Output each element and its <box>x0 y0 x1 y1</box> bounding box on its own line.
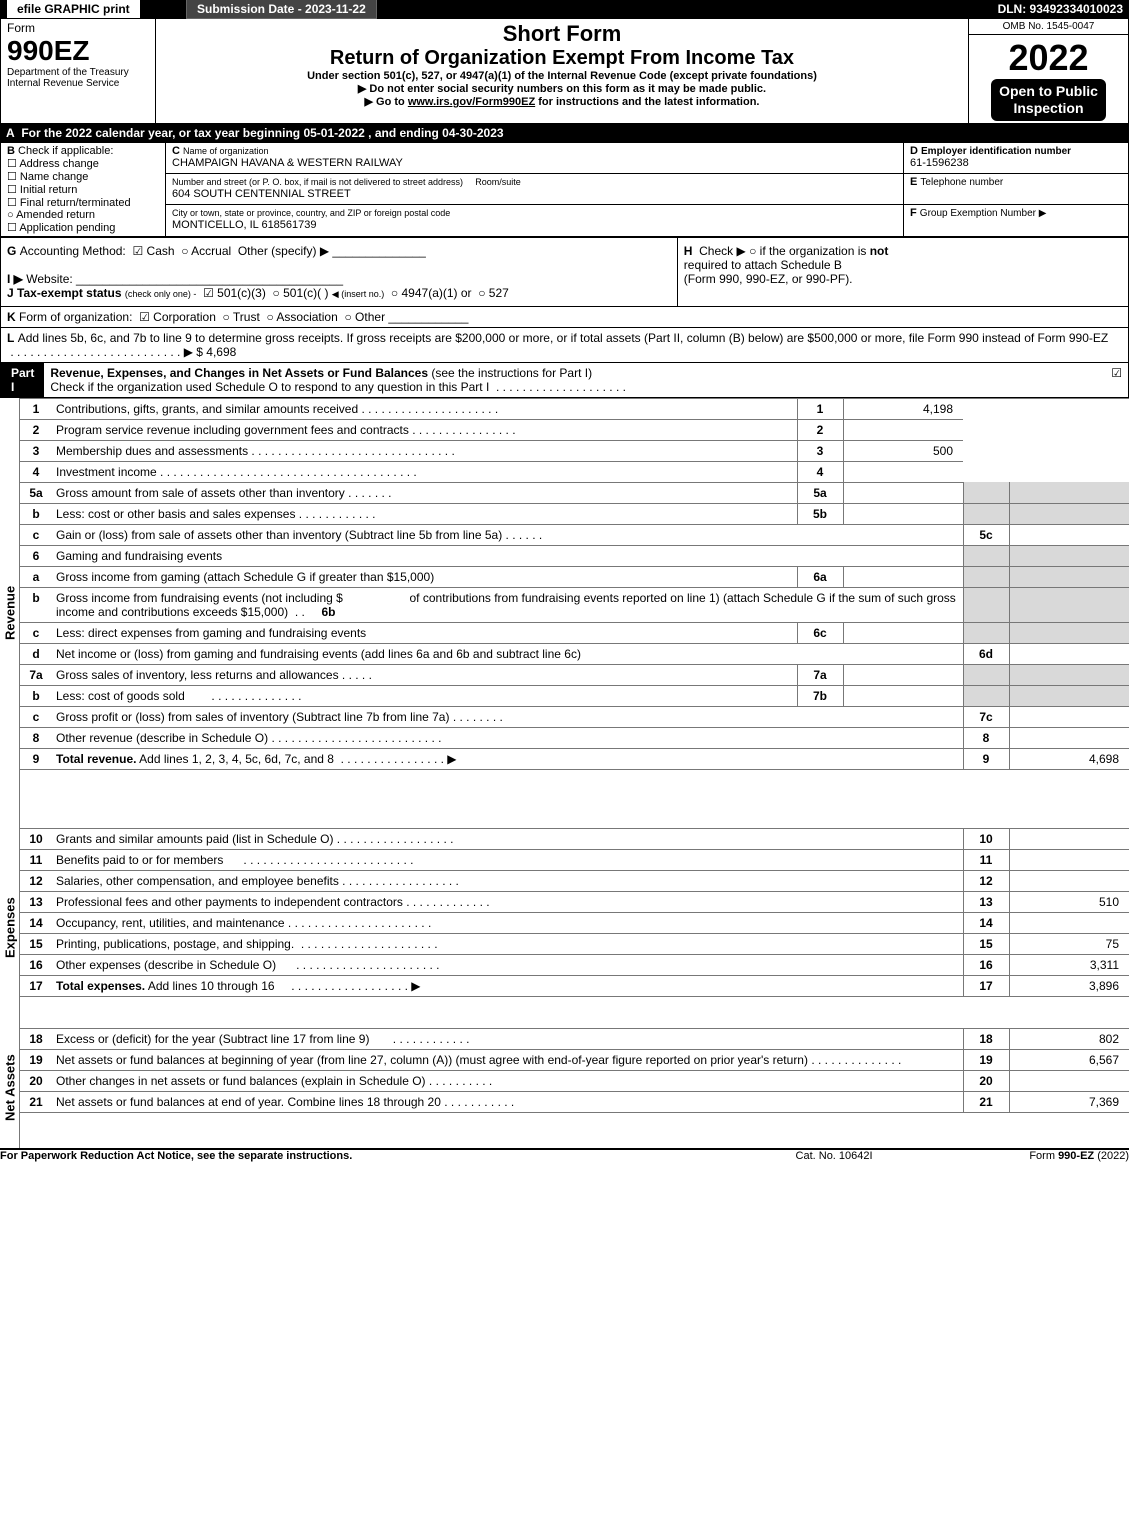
chk-final-return[interactable]: Final return/terminated <box>7 197 131 209</box>
part1-note: (see the instructions for Part I) <box>431 366 592 380</box>
chk-name-change[interactable]: Name change <box>7 171 88 183</box>
h-t4: (Form 990, 990-EZ, or 990-PF). <box>684 272 853 286</box>
j-note: (check only one) - <box>125 289 197 299</box>
k-association[interactable]: Association <box>266 310 337 324</box>
efile-print-btn[interactable]: efile GRAPHIC print <box>6 0 141 19</box>
h-t3: required to attach Schedule B <box>684 258 842 272</box>
g-label: Accounting Method: <box>20 244 126 258</box>
expenses-ledger: 10Grants and similar amounts paid (list … <box>20 828 1129 997</box>
footer-form-no: 990-EZ <box>1058 1150 1094 1162</box>
revenue-side-label: Revenue <box>0 398 20 828</box>
e-label: Telephone number <box>920 177 1003 188</box>
k-corporation[interactable]: Corporation <box>139 310 216 324</box>
h-check: Check <box>699 244 733 258</box>
j-4947[interactable]: 4947(a)(1) or <box>391 286 472 300</box>
form-number: 990EZ <box>7 35 149 67</box>
revenue-ledger: 1Contributions, gifts, grants, and simil… <box>20 398 1129 770</box>
line17-value: 3,896 <box>1009 975 1129 996</box>
j-527[interactable]: 527 <box>478 286 509 300</box>
subtitle: Under section 501(c), 527, or 4947(a)(1)… <box>162 70 962 82</box>
line13-value: 510 <box>1009 891 1129 912</box>
line15-value: 75 <box>1009 933 1129 954</box>
line-l: L Add lines 5b, 6c, and 7b to line 9 to … <box>0 328 1129 363</box>
omb: OMB No. 1545-0047 <box>969 19 1129 35</box>
g-accrual[interactable]: Accrual <box>181 244 231 258</box>
page-footer: For Paperwork Reduction Act Notice, see … <box>0 1148 1129 1162</box>
submission-date-btn: Submission Date - 2023-11-22 <box>186 0 377 19</box>
city-label: City or town, state or province, country… <box>172 208 450 218</box>
j-insert: (insert no.) <box>332 289 384 299</box>
chk-address-change[interactable]: Address change <box>7 158 99 170</box>
expenses-side-label: Expenses <box>0 828 20 1028</box>
topbar: efile GRAPHIC print Submission Date - 20… <box>0 0 1129 18</box>
j-label: Tax-exempt status <box>17 286 121 300</box>
g-other[interactable]: Other (specify) <box>238 244 329 258</box>
f-label: Group Exemption Number <box>920 208 1047 219</box>
j-501c[interactable]: 501(c)( ) <box>273 286 329 300</box>
org-info: B Check if applicable: Address change Na… <box>0 142 1129 237</box>
part1-check-text: Check if the organization used Schedule … <box>50 380 489 394</box>
b-label: Check if applicable: <box>18 145 113 157</box>
line-k: K Form of organization: Corporation Trus… <box>0 307 1129 328</box>
part1-title: Revenue, Expenses, and Changes in Net As… <box>50 366 428 380</box>
room-label: Room/suite <box>475 177 521 187</box>
c-label: Name of organization <box>183 146 269 156</box>
goto-post: for instructions and the latest informat… <box>538 96 759 108</box>
line16-value: 3,311 <box>1009 954 1129 975</box>
part1-schedule-o-check[interactable] <box>1111 366 1122 380</box>
d-label: Employer identification number <box>921 146 1071 157</box>
j-501c3[interactable]: 501(c)(3) <box>203 286 266 300</box>
goto-link[interactable]: www.irs.gov/Form990EZ <box>408 96 535 108</box>
title-return: Return of Organization Exempt From Incom… <box>162 47 962 70</box>
part1-label: Part I <box>1 363 44 397</box>
h-checkbox[interactable] <box>749 244 760 258</box>
city-state-zip: MONTICELLO, IL 618561739 <box>172 219 317 231</box>
section-a: A For the 2022 calendar year, or tax yea… <box>0 124 1129 142</box>
form-word: Form <box>7 21 149 35</box>
i-label: Website: <box>26 272 72 286</box>
k-trust[interactable]: Trust <box>223 310 260 324</box>
dln: DLN: 93492334010023 <box>998 2 1123 16</box>
ssn-warning: Do not enter social security numbers on … <box>162 82 962 95</box>
form-header: Form 990EZ Department of the Treasury In… <box>0 18 1129 124</box>
line3-value: 500 <box>843 440 963 461</box>
h-not: not <box>870 244 889 258</box>
chk-amended-return[interactable]: Amended return <box>7 209 95 221</box>
netassets-side-label: Net Assets <box>0 1028 20 1148</box>
footer-left: For Paperwork Reduction Act Notice, see … <box>0 1149 752 1162</box>
h-t2: if the organization is <box>760 244 870 258</box>
g-cash[interactable]: Cash <box>132 244 174 258</box>
tax-year: 2022 <box>975 37 1122 79</box>
line1-value: 4,198 <box>843 398 963 419</box>
title-short-form: Short Form <box>162 21 962 47</box>
irs-label: Internal Revenue Service <box>7 78 149 89</box>
k-other[interactable]: Other <box>344 310 385 324</box>
open-public-badge: Open to PublicInspection <box>991 79 1106 121</box>
line9-value: 4,698 <box>1009 748 1129 769</box>
footer-catno: Cat. No. 10642I <box>752 1149 916 1162</box>
chk-initial-return[interactable]: Initial return <box>7 184 77 196</box>
line21-value: 7,369 <box>1009 1091 1129 1112</box>
l-amount: $ 4,698 <box>196 345 236 359</box>
ein: 61-1596238 <box>910 157 969 169</box>
dept-treasury: Department of the Treasury <box>7 67 149 78</box>
street-label: Number and street (or P. O. box, if mail… <box>172 177 463 187</box>
netassets-ledger: 18Excess or (deficit) for the year (Subt… <box>20 1028 1129 1113</box>
line19-value: 6,567 <box>1009 1049 1129 1070</box>
chk-application-pending[interactable]: Application pending <box>7 222 115 234</box>
org-name: CHAMPAIGN HAVANA & WESTERN RAILWAY <box>172 157 403 169</box>
goto-pre: Go to <box>376 96 408 108</box>
street: 604 SOUTH CENTENNIAL STREET <box>172 188 351 200</box>
line18-value: 802 <box>1009 1028 1129 1049</box>
